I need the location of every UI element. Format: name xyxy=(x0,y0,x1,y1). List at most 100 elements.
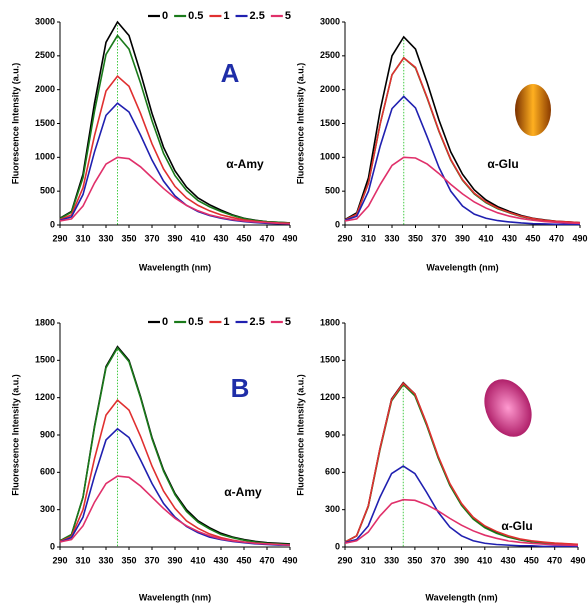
x-tick-label: 290 xyxy=(52,555,67,565)
x-tick-label: 330 xyxy=(98,233,113,243)
x-tick-label: 310 xyxy=(361,555,376,565)
x-tick-label: 410 xyxy=(190,555,205,565)
x-tick-label: 450 xyxy=(236,555,251,565)
x-tick-label: 470 xyxy=(549,233,564,243)
legend-label: 2.5 xyxy=(250,10,265,22)
y-tick-label: 1000 xyxy=(35,152,55,162)
annotation: B xyxy=(231,373,250,403)
x-tick-label: 410 xyxy=(478,233,493,243)
x-tick-label: 290 xyxy=(337,555,352,565)
x-tick-label: 470 xyxy=(547,555,562,565)
y-axis-label: Fluorescence Intensity (a.u.) xyxy=(295,374,305,496)
legend-label: 0.5 xyxy=(188,316,203,328)
annotation: α-Glu xyxy=(501,519,532,533)
x-tick-label: 350 xyxy=(121,233,136,243)
y-tick-label: 1500 xyxy=(35,355,55,365)
x-tick-label: 450 xyxy=(524,555,539,565)
x-tick-label: 450 xyxy=(525,233,540,243)
x-tick-label: 370 xyxy=(144,555,159,565)
x-tick-label: 450 xyxy=(236,233,251,243)
x-tick-label: 330 xyxy=(384,233,399,243)
legend-label: 5 xyxy=(285,10,291,22)
legend-label: 0 xyxy=(162,316,168,328)
enzyme-image xyxy=(515,84,551,136)
data-line xyxy=(59,475,291,546)
y-tick-label: 0 xyxy=(50,219,55,229)
y-tick-label: 3000 xyxy=(320,16,340,26)
x-tick-label: 410 xyxy=(190,233,205,243)
x-tick-label: 430 xyxy=(213,555,228,565)
data-line xyxy=(344,95,580,226)
y-tick-label: 1800 xyxy=(320,317,340,327)
x-tick-label: 430 xyxy=(213,233,228,243)
x-tick-label: 390 xyxy=(167,555,182,565)
x-tick-label: 310 xyxy=(75,555,90,565)
legend-label: 1 xyxy=(223,316,229,328)
x-tick-label: 490 xyxy=(282,555,297,565)
data-line xyxy=(59,20,291,224)
data-line xyxy=(344,156,581,225)
x-tick-label: 430 xyxy=(502,233,517,243)
x-tick-label: 350 xyxy=(408,233,423,243)
data-line xyxy=(344,382,579,546)
x-tick-label: 390 xyxy=(454,555,469,565)
x-tick-label: 490 xyxy=(572,233,587,243)
data-line xyxy=(344,383,579,546)
x-axis-label: Wavelength (nm) xyxy=(139,262,211,272)
data-line xyxy=(59,346,291,546)
legend-label: 1 xyxy=(223,10,229,22)
x-tick-label: 430 xyxy=(501,555,516,565)
legend-label: 0.5 xyxy=(188,10,203,22)
x-tick-label: 470 xyxy=(259,555,274,565)
y-tick-label: 1000 xyxy=(320,152,340,162)
data-line xyxy=(344,465,578,548)
y-tick-label: 0 xyxy=(50,541,55,551)
x-tick-label: 390 xyxy=(167,233,182,243)
annotation: α-Amy xyxy=(226,157,264,171)
data-line xyxy=(344,498,579,547)
y-tick-label: 900 xyxy=(325,429,340,439)
y-tick-label: 0 xyxy=(335,541,340,551)
x-tick-label: 370 xyxy=(144,233,159,243)
x-tick-label: 490 xyxy=(282,233,297,243)
x-tick-label: 290 xyxy=(52,233,67,243)
x-axis-label: Wavelength (nm) xyxy=(425,592,497,602)
y-tick-label: 600 xyxy=(40,467,55,477)
x-tick-label: 390 xyxy=(455,233,470,243)
data-line xyxy=(344,381,579,546)
y-tick-label: 900 xyxy=(40,429,55,439)
y-tick-label: 3000 xyxy=(35,16,55,26)
x-tick-label: 330 xyxy=(384,555,399,565)
y-tick-label: 2500 xyxy=(320,50,340,60)
x-tick-label: 350 xyxy=(121,555,136,565)
y-axis-label: Fluorescence Intensity (a.u.) xyxy=(10,63,20,185)
y-axis-label: Fluorescence Intensity (a.u.) xyxy=(295,63,305,185)
legend-label: 2.5 xyxy=(250,316,265,328)
y-tick-label: 1500 xyxy=(320,118,340,128)
y-tick-label: 600 xyxy=(325,467,340,477)
x-axis-label: Wavelength (nm) xyxy=(139,592,211,602)
y-tick-label: 300 xyxy=(325,504,340,514)
x-tick-label: 470 xyxy=(259,233,274,243)
x-tick-label: 350 xyxy=(407,555,422,565)
x-tick-label: 310 xyxy=(75,233,90,243)
x-tick-label: 290 xyxy=(337,233,352,243)
data-line xyxy=(59,345,291,545)
y-tick-label: 2000 xyxy=(320,84,340,94)
y-tick-label: 0 xyxy=(335,219,340,229)
y-tick-label: 1800 xyxy=(35,317,55,327)
y-tick-label: 1500 xyxy=(320,355,340,365)
y-tick-label: 300 xyxy=(40,504,55,514)
x-axis-label: Wavelength (nm) xyxy=(426,262,498,272)
annotation: α-Amy xyxy=(224,485,262,499)
annotation: α-Glu xyxy=(487,157,518,171)
y-axis-label: Fluorescence Intensity (a.u.) xyxy=(10,374,20,496)
enzyme-image xyxy=(484,379,532,437)
x-tick-label: 490 xyxy=(570,555,585,565)
data-line xyxy=(59,398,291,546)
data-line xyxy=(344,56,581,224)
legend-label: 0 xyxy=(162,10,168,22)
x-tick-label: 370 xyxy=(431,555,446,565)
x-tick-label: 370 xyxy=(431,233,446,243)
